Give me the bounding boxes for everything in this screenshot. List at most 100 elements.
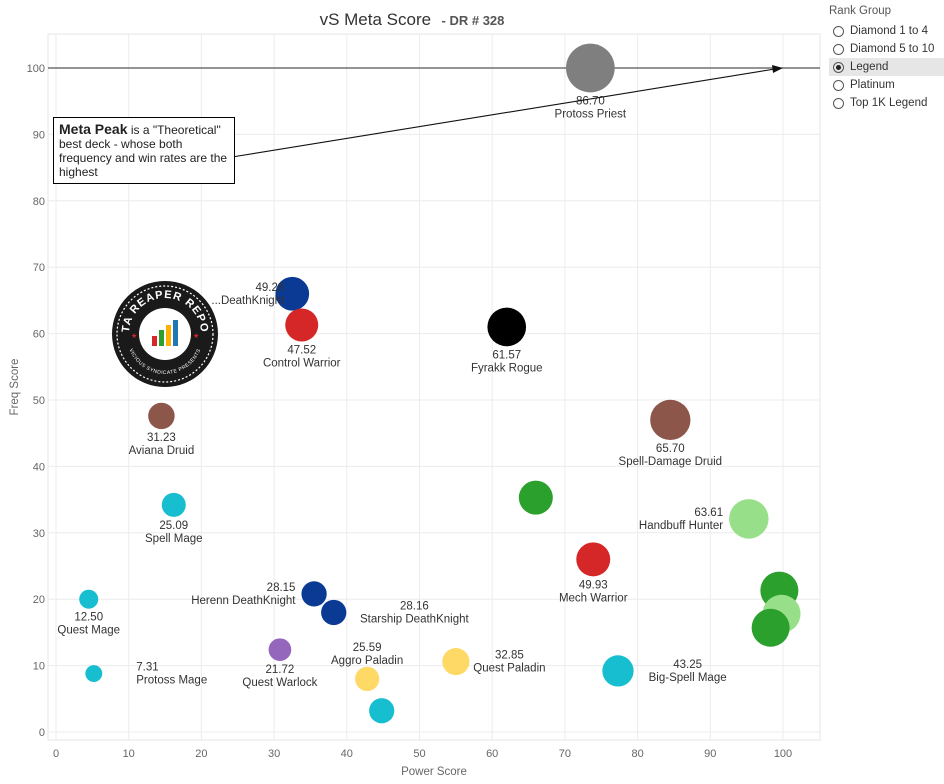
rank-option-label: Legend bbox=[850, 61, 889, 73]
meta-peak-annotation: Meta Peak is a "Theoretical" best deck -… bbox=[53, 117, 235, 184]
point-name-label: Big-Spell Mage bbox=[649, 672, 727, 684]
point-score-label: 65.70 bbox=[656, 443, 685, 455]
data-point bbox=[602, 655, 634, 687]
x-tick-label: 70 bbox=[559, 748, 571, 760]
point-name-label: ...DeathKnight bbox=[211, 295, 285, 307]
point-score-label: 28.15 bbox=[267, 582, 296, 594]
y-tick-label: 70 bbox=[33, 262, 45, 274]
data-point bbox=[355, 666, 380, 691]
y-axis-label: Freq Score bbox=[9, 359, 21, 416]
chart-subtitle: - DR # 328 bbox=[442, 13, 505, 28]
point-score-label: 25.09 bbox=[159, 520, 188, 532]
chart-title: vS Meta Score - DR # 328 bbox=[320, 10, 505, 29]
radio-icon[interactable] bbox=[833, 43, 844, 55]
rank-group-options: Diamond 1 to 4 Diamond 5 to 10 Legend Plati… bbox=[829, 22, 944, 112]
svg-text:★: ★ bbox=[193, 332, 199, 340]
data-point bbox=[321, 599, 347, 626]
rank-option-platinum[interactable]: Platinum bbox=[829, 76, 944, 94]
data-point bbox=[650, 399, 691, 441]
data-point bbox=[487, 307, 527, 347]
point-name-label: Quest Mage bbox=[57, 625, 120, 637]
x-tick-label: 100 bbox=[774, 748, 792, 760]
point-name-label: Herenn DeathKnight bbox=[191, 595, 296, 607]
x-tick-label: 60 bbox=[486, 748, 498, 760]
arrow-shaft bbox=[231, 68, 776, 158]
rank-group-title: Rank Group bbox=[829, 5, 892, 17]
point-name-label: Quest Warlock bbox=[242, 677, 317, 689]
point-name-label: Aggro Paladin bbox=[331, 655, 403, 667]
point-name-label: Quest Paladin bbox=[473, 663, 545, 675]
data-reaper-logo: DATA REAPER REPORT VICIOUS SYNDICATE PRE… bbox=[111, 280, 218, 387]
data-point bbox=[275, 276, 310, 311]
point-score-label: 28.16 bbox=[400, 600, 429, 612]
radio-icon[interactable] bbox=[833, 79, 844, 91]
point-score-label: 63.61 bbox=[694, 507, 723, 519]
data-point bbox=[161, 492, 186, 517]
data-point bbox=[301, 581, 327, 607]
point-score-label: 49.93 bbox=[579, 579, 608, 591]
rank-group-filter: Rank Group Diamond 1 to 4 Diamond 5 to 10… bbox=[829, 5, 944, 112]
point-score-label: 61.57 bbox=[492, 349, 521, 361]
point-score-label: 86.70 bbox=[576, 95, 605, 107]
data-point bbox=[369, 698, 395, 724]
x-tick-label: 50 bbox=[413, 748, 425, 760]
point-name-label: Control Warrior bbox=[263, 357, 341, 369]
x-tick-label: 80 bbox=[631, 748, 643, 760]
data-point bbox=[729, 499, 769, 539]
rank-option-label: Diamond 1 to 4 bbox=[850, 25, 928, 37]
point-name-label: Protoss Priest bbox=[555, 108, 627, 120]
point-score-label: 21.72 bbox=[266, 664, 295, 676]
point-name-label: Fyrakk Rogue bbox=[471, 362, 543, 374]
y-tick-label: 80 bbox=[33, 196, 45, 208]
y-tick-label: 40 bbox=[33, 461, 45, 473]
data-point bbox=[148, 402, 175, 430]
rank-option-legend[interactable]: Legend bbox=[829, 58, 944, 76]
radio-icon[interactable] bbox=[833, 97, 844, 109]
y-tick-label: 60 bbox=[33, 329, 45, 341]
meta-peak-arrow bbox=[231, 65, 783, 158]
y-tick-label: 30 bbox=[33, 528, 45, 540]
y-tick-label: 50 bbox=[33, 395, 45, 407]
rank-option-label: Platinum bbox=[850, 79, 895, 91]
y-tick-label: 0 bbox=[39, 727, 45, 739]
point-name-label: Handbuff Hunter bbox=[639, 520, 723, 532]
point-name-label: Aviana Druid bbox=[129, 445, 195, 457]
x-tick-label: 40 bbox=[341, 748, 353, 760]
y-tick-label: 20 bbox=[33, 594, 45, 606]
point-name-label: Mech Warrior bbox=[559, 592, 628, 604]
rank-option-diamond-1-to-4[interactable]: Diamond 1 to 4 bbox=[829, 22, 944, 40]
axes: 0 10 20 30 40 50 60 70 80 90 100 0 10 20 30 40 50 60 70 80 9… bbox=[27, 63, 793, 760]
logo-inner-circle bbox=[139, 308, 191, 360]
rank-option-diamond-5-to-10[interactable]: Diamond 5 to 10 bbox=[829, 40, 944, 58]
x-tick-label: 0 bbox=[53, 748, 59, 760]
data-point bbox=[576, 542, 611, 577]
radio-icon[interactable] bbox=[833, 25, 844, 37]
data-point bbox=[79, 589, 99, 609]
rank-option-label: Top 1K Legend bbox=[850, 97, 928, 109]
point-score-label: 31.23 bbox=[147, 432, 176, 444]
rank-option-top-1k-legend[interactable]: Top 1K Legend bbox=[829, 94, 944, 112]
data-point bbox=[442, 648, 470, 676]
point-score-label: 12.50 bbox=[74, 612, 103, 624]
point-score-label: 49.28 bbox=[255, 282, 284, 294]
chart-title-group: vS Meta Score - DR # 328 bbox=[320, 10, 505, 29]
x-tick-label: 90 bbox=[704, 748, 716, 760]
annotation-text: is a "Theoretical" best deck - whose bot… bbox=[59, 123, 228, 179]
x-tick-label: 10 bbox=[123, 748, 135, 760]
y-tick-label: 100 bbox=[27, 63, 45, 75]
radio-icon[interactable] bbox=[833, 61, 844, 73]
point-score-label: 43.25 bbox=[673, 659, 702, 671]
rank-option-label: Diamond 5 to 10 bbox=[850, 43, 935, 55]
point-score-label: 25.59 bbox=[353, 642, 382, 654]
data-point bbox=[518, 480, 553, 515]
data-point bbox=[285, 308, 319, 342]
point-name-label: Spell-Damage Druid bbox=[619, 456, 723, 468]
data-points bbox=[79, 43, 801, 724]
data-point bbox=[85, 665, 103, 683]
point-score-label: 32.85 bbox=[495, 650, 524, 662]
x-tick-label: 30 bbox=[268, 748, 280, 760]
point-name-label: Spell Mage bbox=[145, 533, 203, 545]
point-name-label: Protoss Mage bbox=[136, 675, 207, 687]
